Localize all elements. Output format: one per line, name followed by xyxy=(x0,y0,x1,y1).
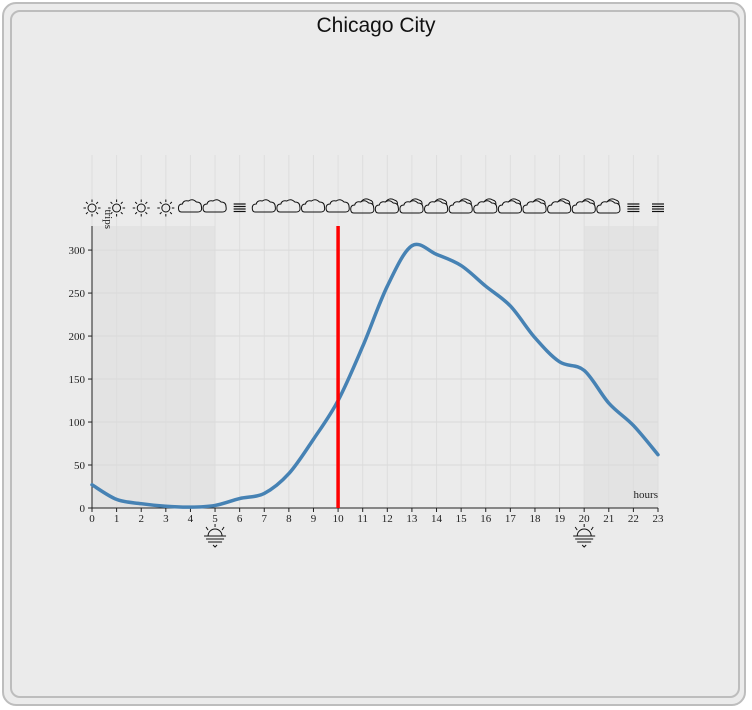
sunset-icon xyxy=(573,524,596,548)
y-tick-label-100: 100 xyxy=(69,417,86,429)
cloud-icon xyxy=(325,199,350,213)
y-tick-label-250: 250 xyxy=(69,288,86,300)
x-tick-label-15: 15 xyxy=(456,513,468,525)
x-tick-label-16: 16 xyxy=(480,513,492,525)
x-tick-label-5: 5 xyxy=(212,513,218,525)
sun-icon xyxy=(108,199,126,217)
night-shade-0 xyxy=(92,226,216,508)
cloud-icon xyxy=(251,199,276,213)
partly-cloudy-icon xyxy=(399,198,424,214)
partly-cloudy-icon xyxy=(350,198,375,214)
y-tick-label-0: 0 xyxy=(80,503,86,515)
partly-cloudy-icon xyxy=(448,198,473,214)
x-tick-label-21: 21 xyxy=(603,513,614,525)
x-tick-label-22: 22 xyxy=(628,513,639,525)
y-tick-label-50: 50 xyxy=(74,460,86,472)
x-tick-label-3: 3 xyxy=(163,513,169,525)
x-tick-label-4: 4 xyxy=(188,513,194,525)
partly-cloudy-icon xyxy=(547,198,572,214)
y-tick-label-300: 300 xyxy=(69,245,86,257)
x-tick-label-11: 11 xyxy=(357,513,368,525)
cloud-icon xyxy=(300,199,326,213)
x-tick-label-13: 13 xyxy=(406,513,418,525)
x-tick-label-10: 10 xyxy=(333,513,345,525)
x-tick-label-8: 8 xyxy=(286,513,292,525)
fog-icon xyxy=(627,203,640,213)
partly-cloudy-icon xyxy=(374,198,399,214)
x-tick-label-6: 6 xyxy=(237,513,243,525)
x-tick-label-17: 17 xyxy=(505,513,517,525)
y-tick-label-200: 200 xyxy=(69,331,86,343)
partly-cloudy-icon xyxy=(497,198,523,214)
cloud-icon xyxy=(276,199,301,213)
x-tick-label-12: 12 xyxy=(382,513,393,525)
partly-cloudy-icon xyxy=(522,198,547,214)
x-tick-label-0: 0 xyxy=(89,513,95,525)
partly-cloudy-icon xyxy=(473,198,498,214)
x-tick-label-2: 2 xyxy=(138,513,144,525)
sun-icon xyxy=(132,199,150,217)
x-tick-label-9: 9 xyxy=(311,513,317,525)
x-axis-label: hours xyxy=(634,489,658,501)
cloud-icon xyxy=(177,199,203,213)
x-tick-label-20: 20 xyxy=(579,513,591,525)
x-tick-label-19: 19 xyxy=(554,513,566,525)
x-tick-label-18: 18 xyxy=(529,513,541,525)
partly-cloudy-icon xyxy=(596,198,621,214)
x-tick-label-1: 1 xyxy=(114,513,120,525)
x-tick-label-23: 23 xyxy=(653,513,665,525)
x-tick-label-14: 14 xyxy=(431,513,443,525)
partly-cloudy-icon xyxy=(571,198,596,214)
partly-cloudy-icon xyxy=(424,198,449,214)
y-tick-label-150: 150 xyxy=(69,374,86,386)
fog-icon xyxy=(652,203,664,213)
sun-icon xyxy=(83,199,101,217)
sunrise-icon xyxy=(204,524,227,548)
chart-title: Chicago City xyxy=(316,14,436,37)
sun-icon xyxy=(157,199,175,217)
x-tick-label-7: 7 xyxy=(262,513,268,525)
series-line-0 xyxy=(90,242,660,509)
y-axis-label: trips xyxy=(102,209,114,229)
fog-icon xyxy=(233,203,246,213)
night-shade-1 xyxy=(584,226,658,508)
cloud-icon xyxy=(202,199,227,213)
